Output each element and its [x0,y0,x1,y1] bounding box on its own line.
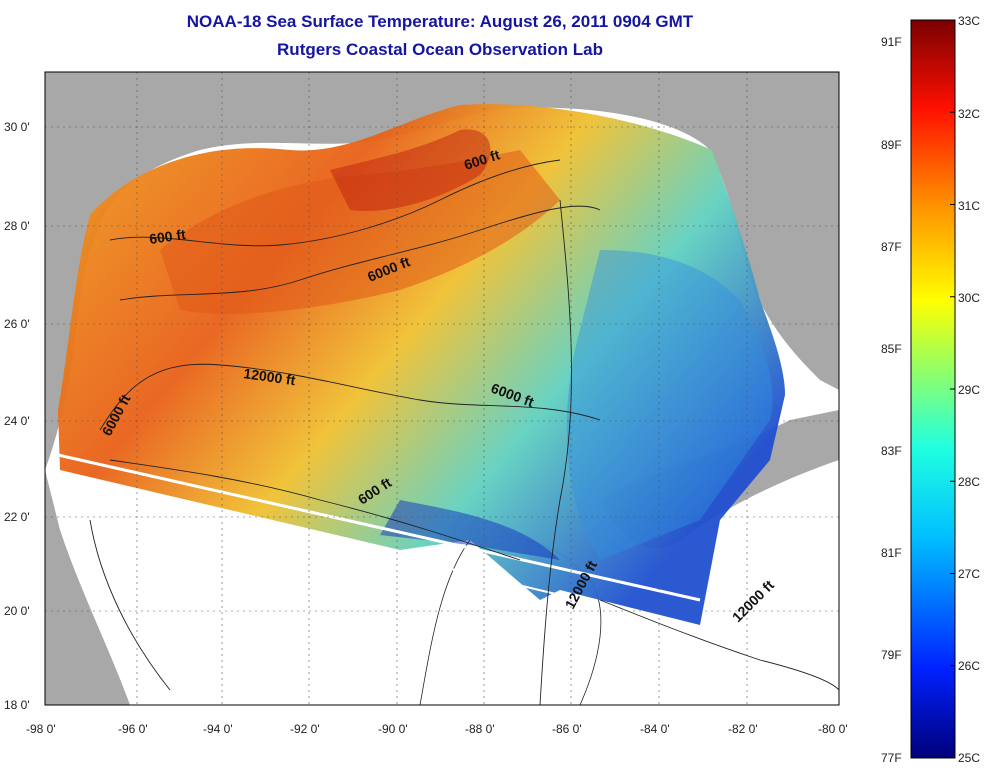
colorbar-celsius-label: 25C [958,751,981,765]
map-subtitle: Rutgers Coastal Ocean Observation Lab [277,40,603,59]
colorbar-fahrenheit-label: 79F [881,648,902,662]
lon-label: -88 0' [465,722,495,736]
depth-contours [89,159,839,705]
lon-label: -84 0' [640,722,670,736]
swath-gap-1 [57,453,701,602]
cold-band [380,500,560,560]
colorbar-fahrenheit-label: 89F [881,138,902,152]
colorbar [910,19,956,759]
plot-frame [44,71,840,706]
colorbar-celsius-label: 31C [958,199,981,213]
lat-label: 18 0' [4,698,30,712]
colorbar-celsius-label: 27C [958,567,981,581]
warm-core [160,150,560,314]
colorbar-celsius-label: 32C [958,107,981,121]
graticule [45,72,839,705]
lat-label: 26 0' [4,317,30,331]
colorbar-celsius-label: 28C [958,475,981,489]
colorbar-fahrenheit-label: 83F [881,444,902,458]
lat-label: 30 0' [4,120,30,134]
cool-east [566,250,773,560]
lon-label: -96 0' [118,722,148,736]
hot-core [330,129,491,211]
colorbar-celsius-label: 33C [958,14,981,28]
mexico-land [45,470,130,705]
colorbar-fahrenheit-label: 91F [881,35,902,49]
colorbar-fahrenheit-label: 87F [881,240,902,254]
lat-label: 28 0' [4,219,30,233]
contour-label: 600 ft [148,226,187,247]
lon-label: -94 0' [203,722,233,736]
lon-label: -92 0' [290,722,320,736]
lat-label: 24 0' [4,414,30,428]
colorbar-fahrenheit-label: 81F [881,546,902,560]
lon-label: -80 0' [818,722,848,736]
map-title: NOAA-18 Sea Surface Temperature: August … [186,12,694,31]
colorbar-ticks [950,19,955,759]
lat-label: 22 0' [4,510,30,524]
lat-label: 20 0' [4,604,30,618]
lon-label: -82 0' [728,722,758,736]
florida-land [769,72,839,370]
colorbar-fahrenheit-label: 85F [881,342,902,356]
colorbar-fahrenheit-label: 77F [881,751,902,765]
lon-label: -86 0' [552,722,582,736]
lon-label: -90 0' [378,722,408,736]
contour-label: 12000 ft [243,365,297,388]
colorbar-celsius-label: 30C [958,291,981,305]
colorbar-celsius-label: 29C [958,383,981,397]
colorbar-celsius-label: 26C [958,659,981,673]
lon-label: -98 0' [26,722,56,736]
